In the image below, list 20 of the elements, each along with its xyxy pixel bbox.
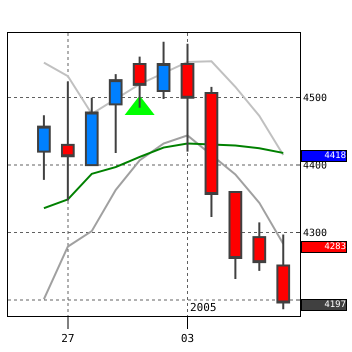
text: 4418: [324, 151, 346, 161]
annotation: 2005: [190, 301, 216, 314]
candlestick: [132, 56, 146, 109]
candlestick: [252, 221, 266, 272]
text: 4283: [324, 242, 346, 252]
x-tick-label: 03: [180, 332, 194, 346]
y-tick-label: 4300: [303, 228, 328, 239]
line-series: [42, 134, 284, 300]
text: 4197: [324, 300, 346, 310]
candlestick: [84, 96, 99, 167]
y-tick-label: 4500: [303, 93, 328, 104]
candlestick: [276, 233, 290, 310]
line-series: [42, 142, 284, 210]
x-tick-label: 27: [61, 332, 74, 346]
candlestick: [108, 73, 123, 154]
line-series: [42, 60, 284, 156]
candlestick: [228, 191, 242, 280]
candlestick: [156, 40, 170, 100]
candlestick: [37, 114, 51, 181]
candlestick: [204, 86, 218, 218]
